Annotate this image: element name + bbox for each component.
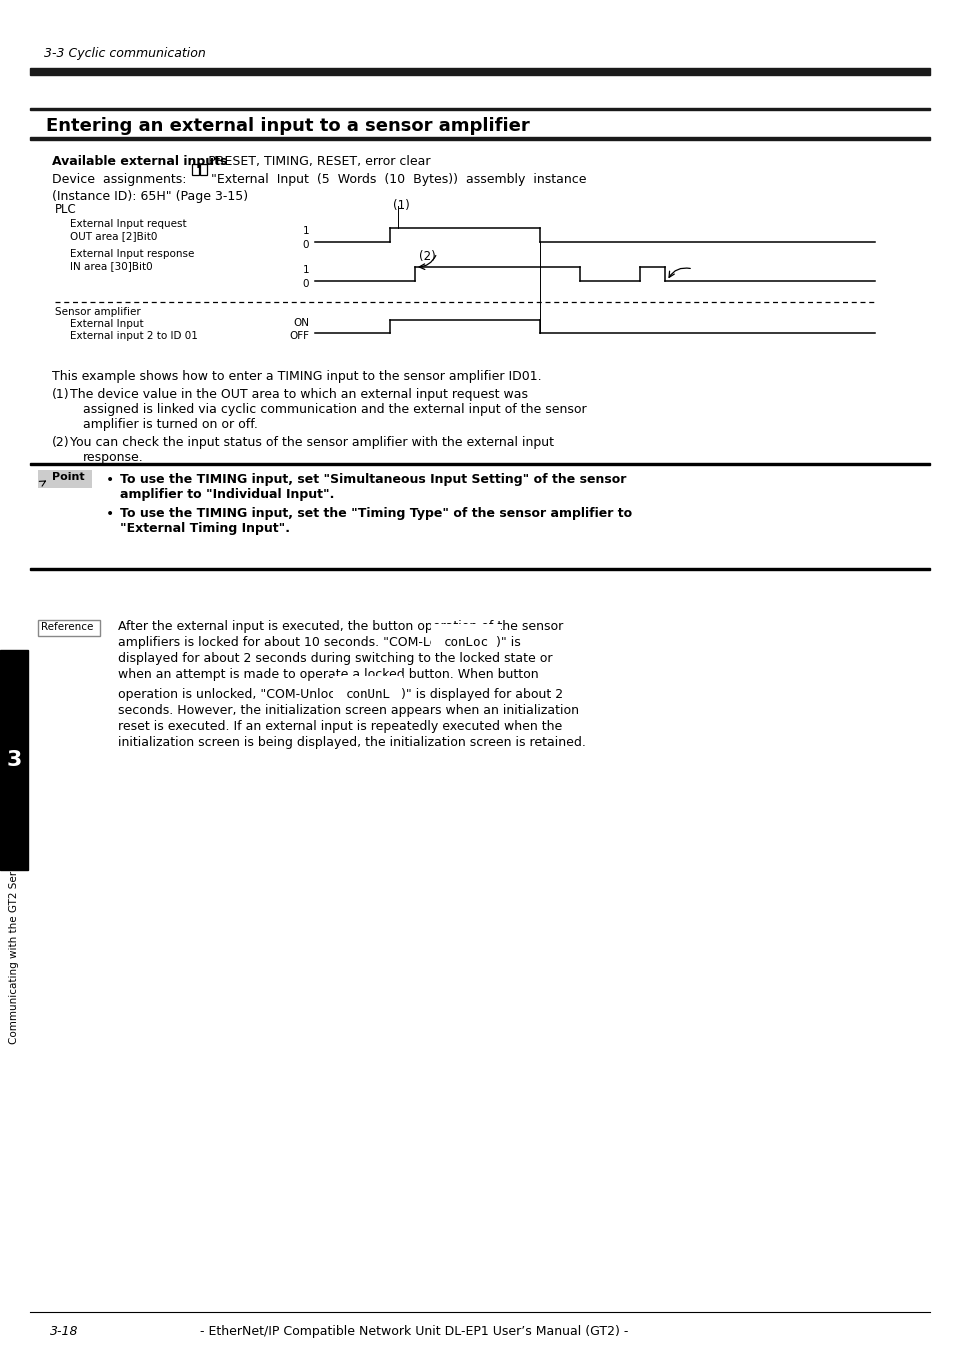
Text: (2): (2) <box>52 435 70 449</box>
Text: 3-18: 3-18 <box>50 1325 78 1338</box>
Bar <box>192 164 199 174</box>
Bar <box>38 470 91 488</box>
Text: 1: 1 <box>302 226 309 237</box>
Text: External Input response: External Input response <box>70 249 194 260</box>
Text: •: • <box>106 473 114 487</box>
Text: (1): (1) <box>393 199 410 212</box>
Text: Point: Point <box>52 472 85 483</box>
Text: You can check the input status of the sensor amplifier with the external input: You can check the input status of the se… <box>70 435 554 449</box>
Text: displayed for about 2 seconds during switching to the locked state or: displayed for about 2 seconds during swi… <box>118 652 552 665</box>
Text: when an attempt is made to operate a locked button. When button: when an attempt is made to operate a loc… <box>118 668 538 681</box>
Bar <box>38 621 100 635</box>
Text: reset is executed. If an external input is repeatedly executed when the: reset is executed. If an external input … <box>118 721 561 733</box>
Text: 0: 0 <box>302 241 309 250</box>
Text: initialization screen is being displayed, the initialization screen is retained.: initialization screen is being displayed… <box>118 735 585 749</box>
Bar <box>30 68 929 74</box>
Text: conUnL: conUnL <box>346 688 391 700</box>
Text: Device  assignments:: Device assignments: <box>52 173 186 187</box>
Text: 1: 1 <box>302 265 309 274</box>
Text: OUT area [2]Bit0: OUT area [2]Bit0 <box>70 231 157 241</box>
Text: amplifiers is locked for about 10 seconds. "COM-Lock (: amplifiers is locked for about 10 second… <box>118 635 460 649</box>
Text: ON: ON <box>293 318 309 329</box>
Bar <box>30 137 929 141</box>
Text: Communicating with the GT2 Series: Communicating with the GT2 Series <box>9 856 19 1044</box>
Text: - EtherNet/IP Compatible Network Unit DL-EP1 User’s Manual (GT2) -: - EtherNet/IP Compatible Network Unit DL… <box>200 1325 628 1338</box>
Text: assigned is linked via cyclic communication and the external input of the sensor: assigned is linked via cyclic communicat… <box>83 403 586 416</box>
Text: Available external inputs: Available external inputs <box>52 155 227 168</box>
Text: (1): (1) <box>52 388 70 402</box>
Text: response.: response. <box>83 452 144 464</box>
Text: amplifier is turned on or off.: amplifier is turned on or off. <box>83 418 257 431</box>
Text: conLoc: conLoc <box>443 635 489 649</box>
Text: 3-3 Cyclic communication: 3-3 Cyclic communication <box>44 47 206 59</box>
Text: amplifier to "Individual Input".: amplifier to "Individual Input". <box>120 488 334 502</box>
Text: seconds. However, the initialization screen appears when an initialization: seconds. However, the initialization scr… <box>118 704 578 717</box>
Text: PLC: PLC <box>55 203 76 216</box>
Text: This example shows how to enter a TIMING input to the sensor amplifier ID01.: This example shows how to enter a TIMING… <box>52 370 541 383</box>
Text: External input 2 to ID 01: External input 2 to ID 01 <box>70 331 197 341</box>
Text: IN area [30]Bit0: IN area [30]Bit0 <box>70 261 152 270</box>
Text: 0: 0 <box>302 279 309 289</box>
Bar <box>0 650 28 869</box>
Text: Sensor amplifier: Sensor amplifier <box>55 307 141 316</box>
Text: OFF: OFF <box>289 331 309 341</box>
Text: Reference: Reference <box>41 622 93 631</box>
Text: •: • <box>106 507 114 521</box>
Text: (2): (2) <box>418 250 436 264</box>
Bar <box>200 164 207 174</box>
Text: 3: 3 <box>7 750 22 771</box>
Bar <box>30 108 929 110</box>
Text: The device value in the OUT area to which an external input request was: The device value in the OUT area to whic… <box>70 388 527 402</box>
Text: To use the TIMING input, set "Simultaneous Input Setting" of the sensor: To use the TIMING input, set "Simultaneo… <box>120 473 626 485</box>
Text: : PRESET, TIMING, RESET, error clear: : PRESET, TIMING, RESET, error clear <box>200 155 430 168</box>
Text: To use the TIMING input, set the "Timing Type" of the sensor amplifier to: To use the TIMING input, set the "Timing… <box>120 507 632 521</box>
Text: (Instance ID): 65H" (Page 3-15): (Instance ID): 65H" (Page 3-15) <box>52 191 248 203</box>
Bar <box>30 462 929 465</box>
Bar <box>30 568 929 571</box>
Text: "External  Input  (5  Words  (10  Bytes))  assembly  instance: "External Input (5 Words (10 Bytes)) ass… <box>211 173 586 187</box>
Text: Entering an external input to a sensor amplifier: Entering an external input to a sensor a… <box>46 118 529 135</box>
Text: After the external input is executed, the button operation of the sensor: After the external input is executed, th… <box>118 621 562 633</box>
Text: "External Timing Input".: "External Timing Input". <box>120 522 290 535</box>
Text: operation is unlocked, "COM-Unlock (: operation is unlocked, "COM-Unlock ( <box>118 688 351 700</box>
Text: External Input: External Input <box>70 319 144 329</box>
Text: )" is: )" is <box>496 635 520 649</box>
Text: )" is displayed for about 2: )" is displayed for about 2 <box>400 688 562 700</box>
Text: External Input request: External Input request <box>70 219 187 228</box>
